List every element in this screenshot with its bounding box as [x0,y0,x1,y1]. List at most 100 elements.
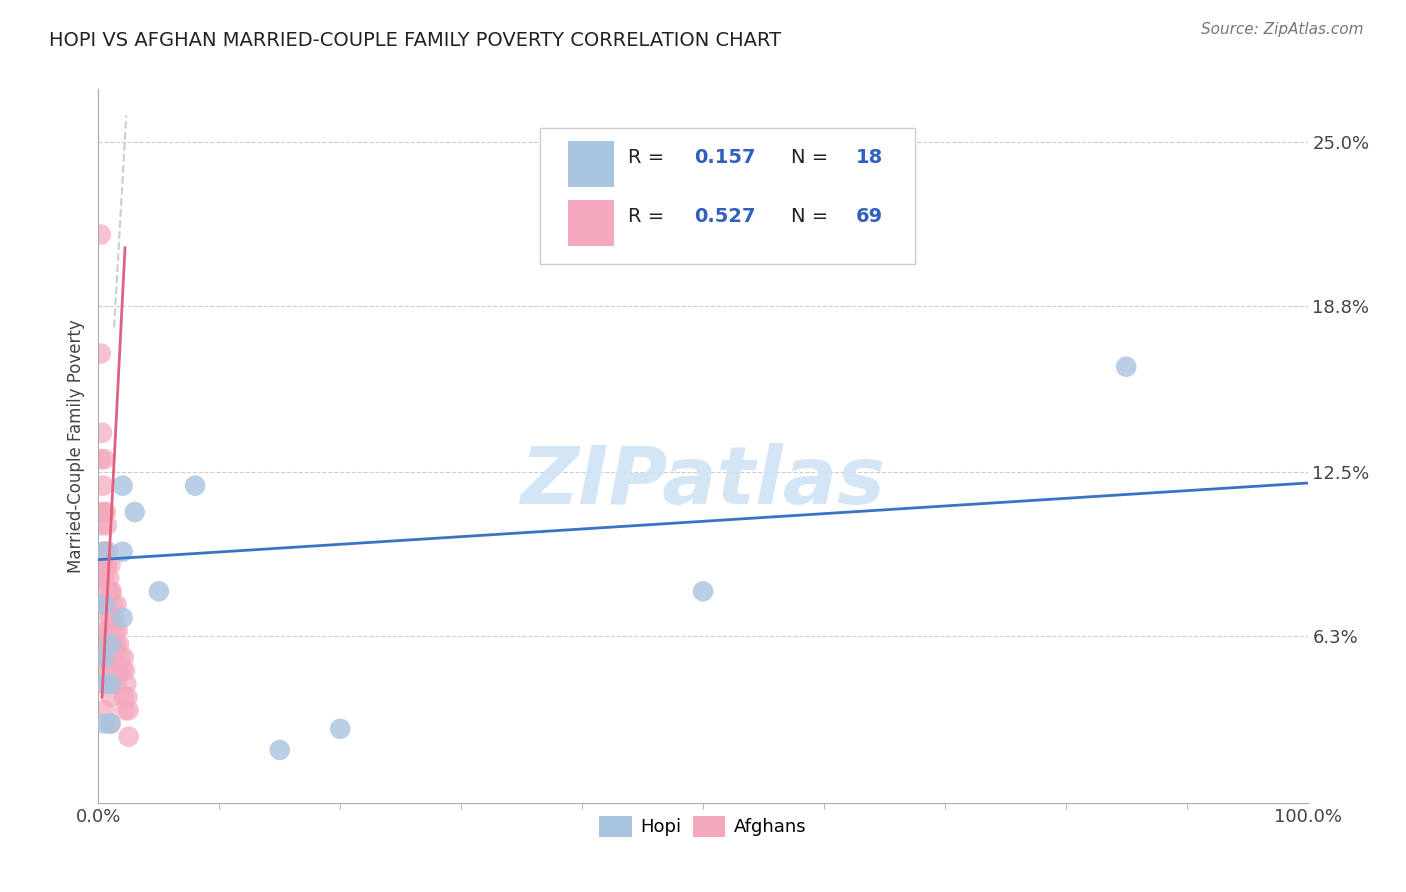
Point [104,624,127,638]
Text: 18: 18 [855,148,883,167]
Point [93,650,115,665]
Point [111,545,134,559]
Point [90,571,112,585]
Point [93,452,115,467]
Point [100,637,122,651]
Point [118,703,141,717]
Point [111,611,134,625]
Point [329,722,352,736]
Point [93,703,115,717]
Point [93,677,115,691]
Point [91,598,114,612]
Legend: Hopi, Afghans: Hopi, Afghans [592,808,814,844]
Point [117,690,139,704]
Point [100,611,122,625]
Point [94,637,117,651]
Point [96,518,118,533]
Point [100,624,122,638]
Point [101,598,124,612]
Point [90,346,112,360]
Point [101,637,124,651]
Point [115,677,138,691]
Text: R =: R = [628,148,671,167]
Point [98,571,121,585]
Point [91,478,114,492]
Point [100,650,122,665]
Point [114,703,136,717]
Point [108,637,131,651]
Text: N =: N = [792,207,835,226]
Point [100,690,122,704]
Bar [568,141,613,187]
Point [94,558,117,572]
Point [1115,359,1137,374]
Point [112,650,135,665]
Point [90,227,112,242]
Point [105,677,128,691]
Point [100,558,122,572]
Text: 69: 69 [855,207,883,226]
Point [100,716,122,731]
Point [96,637,118,651]
Point [111,664,134,678]
Point [98,611,121,625]
Point [114,664,136,678]
Point [97,624,120,638]
Point [93,650,115,665]
Point [93,545,115,559]
Point [105,637,128,651]
Point [97,545,120,559]
Point [93,545,115,559]
Point [94,598,117,612]
Point [148,584,170,599]
Point [94,505,117,519]
Point [107,664,129,678]
Text: 0.157: 0.157 [695,148,756,167]
Point [91,558,114,572]
Point [93,598,115,612]
Point [108,650,131,665]
Point [100,677,122,691]
Point [90,518,112,533]
Point [184,478,207,492]
Point [97,584,120,599]
Point [93,624,115,638]
Point [100,664,122,678]
Point [93,716,115,731]
Bar [568,200,613,246]
Point [100,584,122,599]
Point [692,584,714,599]
Text: N =: N = [792,148,835,167]
Point [103,650,125,665]
Text: HOPI VS AFGHAN MARRIED-COUPLE FAMILY POVERTY CORRELATION CHART: HOPI VS AFGHAN MARRIED-COUPLE FAMILY POV… [49,31,782,50]
Point [105,598,128,612]
Point [91,664,114,678]
Point [93,677,115,691]
Point [91,650,114,665]
Text: 0.527: 0.527 [695,207,756,226]
Point [96,558,118,572]
Point [100,677,122,691]
Point [107,624,129,638]
Point [93,505,115,519]
Point [100,624,122,638]
Text: ZIPatlas: ZIPatlas [520,442,886,521]
Point [118,730,141,744]
Point [103,611,125,625]
Point [112,690,135,704]
Point [124,505,146,519]
Point [91,545,114,559]
Y-axis label: Married-Couple Family Poverty: Married-Couple Family Poverty [66,319,84,573]
Point [91,425,114,440]
Point [90,452,112,467]
Point [100,716,122,731]
Point [93,571,115,585]
Point [111,478,134,492]
Point [269,743,291,757]
Point [91,598,114,612]
Text: R =: R = [628,207,671,226]
Point [100,584,122,599]
Point [96,598,118,612]
FancyBboxPatch shape [540,128,915,264]
Point [91,505,114,519]
